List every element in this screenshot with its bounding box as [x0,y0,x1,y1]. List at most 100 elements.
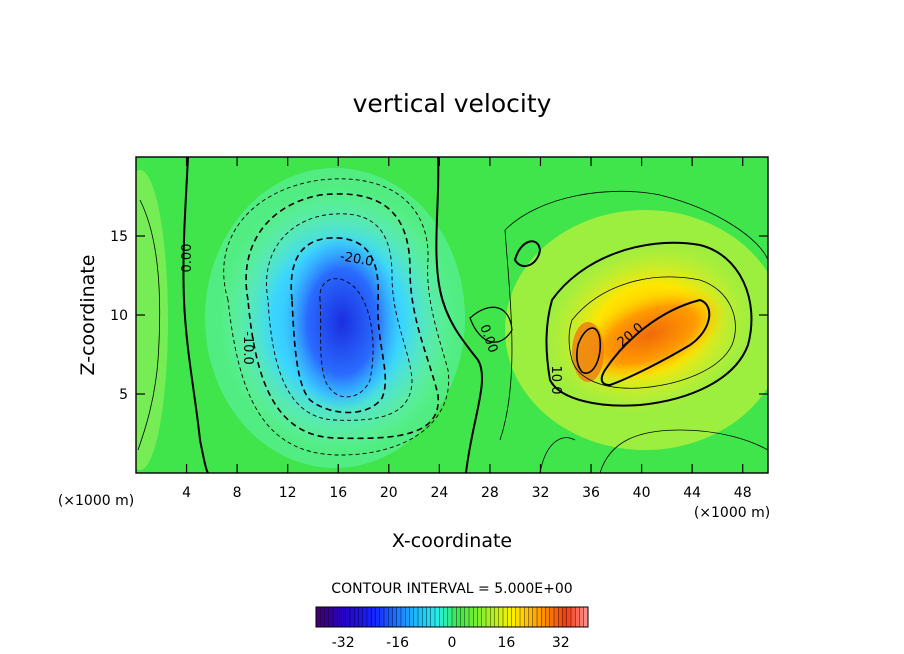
colorbar-swatch [558,607,563,627]
colorbar-swatch [375,607,381,627]
colorbar-swatch [583,607,589,627]
colorbar-swatch [562,607,568,627]
contour-field: 0.00 -10.0 -20.0 0.00 10.0 20.0 [136,157,768,473]
downdraft-core [284,234,400,410]
colorbar-swatch [384,607,389,627]
colorbar-swatch [418,607,423,627]
colorbar-swatch [439,607,444,627]
colorbar-swatch [541,607,546,627]
colorbar-swatch [494,607,500,627]
colorbar-swatch [379,607,385,627]
colorbar-swatch [545,607,551,627]
colorbar-swatch [566,607,572,627]
x-tick-label: 4 [182,485,191,501]
contour-zero-left [182,157,209,473]
contour-neg-15 [266,213,413,421]
contour-neg-20 [290,237,387,414]
colorbar-tick-label: 0 [448,635,457,651]
x-tick-label: 44 [683,485,701,501]
colorbar-swatch [324,607,330,627]
colorbar-swatch [413,607,419,627]
x-tick-label: 32 [532,485,550,501]
colorbar-frame [315,606,589,628]
colorbar-swatch [405,607,410,627]
colorbar-swatch [367,607,372,627]
y-tick-label: 10 [110,308,128,324]
colorbar-swatch [503,607,508,627]
colorbar-swatch [549,607,555,627]
colorbar-swatch [443,607,449,627]
colorbar-swatch [579,607,585,627]
left-edge-band [136,170,168,470]
colorbar-swatch [464,607,470,627]
colorbar-swatch [422,607,427,627]
colorbar-tick-label: -32 [332,635,355,651]
colorbar-swatch [481,607,487,627]
contour-zero-mid-2 [469,306,513,343]
contour-pos-5 [499,190,768,441]
x-tick-label: 20 [380,485,398,501]
colorbar-swatch [498,607,504,627]
contour-zero-mid [435,157,483,473]
colorbar-swatch [575,607,580,627]
x-tick-label: 48 [734,485,752,501]
colorbar-swatch [571,607,576,627]
contour-neg-10 [245,193,439,440]
colorbar-swatch [460,607,466,627]
y-tick-label: 15 [110,229,128,245]
contour-interval-label: CONTOUR INTERVAL = 5.000E+00 [331,581,572,597]
colorbar-swatch [456,607,461,627]
x-units-right: (×1000 m) [694,505,770,521]
contour-label-pos10: 10.0 [548,366,563,395]
colorbar-swatch [396,607,402,627]
colorbar-tick-label: 32 [552,635,570,651]
x-tick-label: 24 [430,485,448,501]
colorbar-swatch [486,607,491,627]
colorbar-swatch [469,607,474,627]
colorbar: -32 -16 0 16 32 [315,606,589,651]
contour-label-neg10: -10.0 [240,331,255,365]
colorbar-swatch [328,607,334,627]
colorbar-swatch [392,607,398,627]
colorbar-swatch [371,607,376,627]
colorbar-swatch [490,607,495,627]
colorbar-swatch [515,607,521,627]
colorbar-swatch [350,607,355,627]
updraft-lobe [572,322,604,382]
contour-pos-left-edge [137,199,161,451]
colorbar-swatch [426,607,432,627]
y-tick-label: 5 [119,387,128,403]
colorbar-swatch [507,607,512,627]
colorbar-swatch [435,607,440,627]
colorbar-tick-label: -16 [386,635,409,651]
colorbar-swatch [401,607,406,627]
colorbar-swatch [473,607,478,627]
colorbar-swatch [333,607,338,627]
contour-pos-20 [600,298,711,387]
colorbar-swatch [358,607,364,627]
x-tick-label: 28 [481,485,499,501]
colorbar-swatch [477,607,483,627]
colorbar-swatch [430,607,436,627]
colorbar-swatch [316,607,321,627]
x-tick-label: 16 [329,485,347,501]
contour-label-zero-left: 0.00 [180,244,195,273]
colorbar-swatch [532,607,538,627]
x-tick-label: 8 [233,485,242,501]
colorbar-swatch [362,607,368,627]
contour-pos-20-lobe [576,327,602,374]
colorbar-swatch [528,607,534,627]
contour-neg-25 [319,278,374,398]
x-units-left: (×1000 m) [58,493,134,509]
x-axis: 4 8 12 16 20 24 28 32 36 40 44 48 [182,157,752,501]
y-axis: 5 10 15 [110,229,768,403]
colorbar-swatch [388,607,393,627]
colorbar-swatch [511,607,517,627]
contour-neg-5 [223,178,450,456]
colorbar-swatch [524,607,529,627]
colorbar-swatch [520,607,525,627]
colorbar-swatch [337,607,342,627]
y-axis-label: Z-coordinate [77,255,99,376]
x-tick-label: 36 [582,485,600,501]
